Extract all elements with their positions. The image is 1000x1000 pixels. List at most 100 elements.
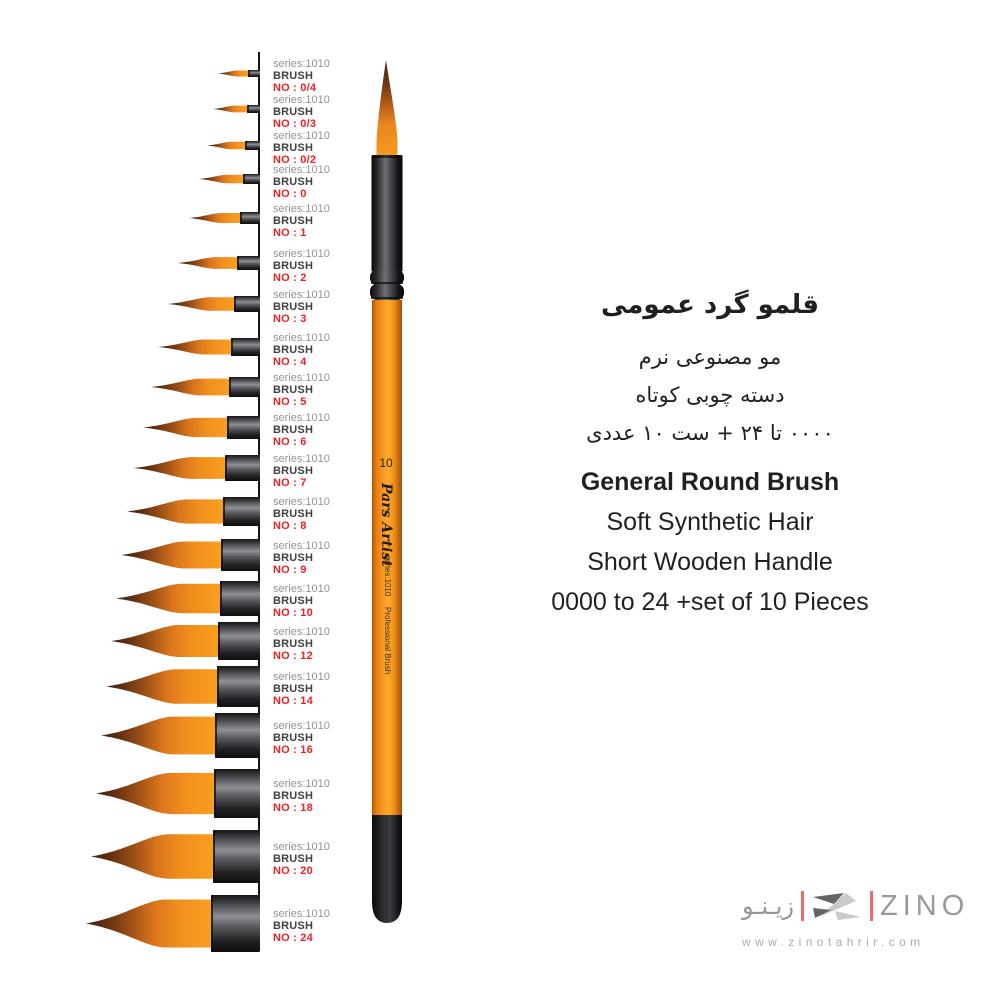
brush-label: series:1010 BRUSH NO : 9 bbox=[273, 540, 330, 576]
brush-photo bbox=[101, 712, 260, 758]
product-info: قلمو گرد عمومی مو مصنوعی نرم دسته چوبی ک… bbox=[520, 288, 900, 622]
brush-label: series:1010 BRUSH NO : 16 bbox=[273, 720, 330, 756]
brush-series-label: series:1010 bbox=[273, 332, 330, 344]
brush-list-item: series:1010 BRUSH NO : 5 bbox=[0, 372, 420, 410]
brush-list-item: series:1010 BRUSH NO : 6 bbox=[0, 412, 420, 450]
brush-label: series:1010 BRUSH NO : 12 bbox=[273, 626, 330, 662]
brush-number-label: NO : 8 bbox=[273, 520, 307, 532]
brush-label: series:1010 BRUSH NO : 7 bbox=[273, 453, 330, 489]
brush-type-label: BRUSH bbox=[273, 260, 314, 272]
product-title-fa: قلمو گرد عمومی bbox=[600, 290, 819, 320]
brush-type-label: BRUSH bbox=[273, 106, 314, 118]
brand-logo-row: زیـنـو ZINO bbox=[742, 884, 982, 928]
brush-label: series:1010 BRUSH NO : 10 bbox=[273, 583, 330, 619]
featured-brush-photo: 10 Pars Artist series:1010 Professional … bbox=[370, 60, 404, 923]
brush-series-label: series:1010 bbox=[273, 583, 330, 595]
brush-photo bbox=[121, 539, 260, 571]
brush-label: series:1010 BRUSH NO : 0 bbox=[273, 164, 330, 200]
brush-type-label: BRUSH bbox=[273, 215, 314, 227]
brush-list-item: series:1010 BRUSH NO : 20 bbox=[0, 829, 420, 883]
brand-name-fa: زیـنـو bbox=[742, 892, 794, 920]
brush-series-label: series:1010 bbox=[273, 289, 330, 301]
brush-series-label: series:1010 bbox=[273, 841, 330, 853]
brush-series-label: series:1010 bbox=[273, 412, 330, 424]
brush-type-label: BRUSH bbox=[273, 176, 314, 188]
brush-number-label: NO : 18 bbox=[273, 802, 313, 814]
brush-type-label: BRUSH bbox=[273, 384, 314, 396]
product-handle-en: Short Wooden Handle bbox=[587, 548, 833, 576]
brush-photo bbox=[218, 69, 260, 77]
brush-label: series:1010 BRUSH NO : 5 bbox=[273, 372, 330, 408]
brush-list-item: series:1010 BRUSH NO : 9 bbox=[0, 539, 420, 578]
product-hair-fa: مو مصنوعی نرم bbox=[638, 345, 782, 369]
brush-type-label: BRUSH bbox=[273, 301, 314, 313]
brush-type-label: BRUSH bbox=[273, 424, 314, 436]
website-url: www.zinotahrir.com bbox=[742, 935, 925, 949]
ferrule-crimp-ring bbox=[370, 270, 404, 285]
brush-series-label: series:1010 bbox=[273, 671, 330, 683]
brush-number-label: NO : 3 bbox=[273, 313, 307, 325]
brush-list-item: series:1010 BRUSH NO : 18 bbox=[0, 768, 420, 818]
brush-list-item: series:1010 BRUSH NO : 3 bbox=[0, 289, 420, 327]
brush-list-item: series:1010 BRUSH NO : 0/2 bbox=[0, 130, 420, 168]
brush-list-item: series:1010 BRUSH NO : 16 bbox=[0, 712, 420, 758]
brush-type-label: BRUSH bbox=[273, 552, 314, 564]
product-hair-en: Soft Synthetic Hair bbox=[606, 508, 814, 536]
brush-type-label: BRUSH bbox=[273, 70, 314, 82]
brush-type-label: BRUSH bbox=[273, 465, 314, 477]
brush-type-label: BRUSH bbox=[273, 344, 314, 356]
brush-number-label: NO : 7 bbox=[273, 477, 307, 489]
product-handle-fa: دسته چوبی کوتاه bbox=[635, 383, 785, 407]
brush-list-item: series:1010 BRUSH NO : 12 bbox=[0, 622, 420, 664]
brush-label: series:1010 BRUSH NO : 1 bbox=[273, 203, 330, 239]
brush-series-label: series:1010 bbox=[273, 720, 330, 732]
product-title-en: General Round Brush bbox=[580, 468, 840, 496]
brush-list-item: series:1010 BRUSH NO : 8 bbox=[0, 496, 420, 534]
brush-number-label: NO : 0/2 bbox=[273, 154, 317, 166]
brush-series-label: series:1010 bbox=[273, 130, 330, 142]
brush-photo bbox=[199, 174, 260, 184]
brush-label: series:1010 BRUSH NO : 0/4 bbox=[273, 58, 330, 94]
brush-label: series:1010 BRUSH NO : 24 bbox=[273, 908, 330, 944]
brush-list-item: series:1010 BRUSH NO : 24 bbox=[0, 894, 420, 952]
brush-number-label: NO : 9 bbox=[273, 564, 307, 576]
brush-photo bbox=[151, 377, 260, 397]
brush-photo bbox=[106, 665, 260, 707]
brush-series-label: series:1010 bbox=[273, 164, 330, 176]
brush-list-item: series:1010 BRUSH NO : 1 bbox=[0, 203, 420, 241]
handle-series-text: series:1010 bbox=[383, 555, 392, 597]
brush-series-label: series:1010 bbox=[273, 540, 330, 552]
brush-number-label: NO : 12 bbox=[273, 650, 313, 662]
brush-type-label: BRUSH bbox=[273, 683, 314, 695]
brush-number-label: NO : 2 bbox=[273, 272, 307, 284]
brush-series-label: series:1010 bbox=[273, 248, 330, 260]
brush-number-label: NO : 6 bbox=[273, 436, 307, 448]
brush-bristles bbox=[376, 60, 398, 158]
brush-series-label: series:1010 bbox=[273, 453, 330, 465]
brush-label: series:1010 BRUSH NO : 0/2 bbox=[273, 130, 330, 166]
brush-handle-black-tip bbox=[372, 815, 402, 923]
brush-type-label: BRUSH bbox=[273, 142, 314, 154]
brush-series-label: series:1010 bbox=[273, 94, 330, 106]
brush-list-item: series:1010 BRUSH NO : 2 bbox=[0, 248, 420, 286]
divider-bar-icon bbox=[869, 891, 873, 921]
brush-ferrule bbox=[371, 155, 403, 272]
brush-photo bbox=[127, 496, 260, 526]
brand-footer: زیـنـو ZINO www.zinotahrir.com bbox=[742, 884, 982, 949]
brush-list-item: series:1010 BRUSH NO : 14 bbox=[0, 665, 420, 709]
brush-series-label: series:1010 bbox=[273, 496, 330, 508]
brush-photo bbox=[168, 296, 260, 312]
zino-z-logo-icon bbox=[812, 893, 861, 920]
brush-label: series:1010 BRUSH NO : 0/3 bbox=[273, 94, 330, 130]
brush-series-label: series:1010 bbox=[273, 778, 330, 790]
brush-number-label: NO : 16 bbox=[273, 744, 313, 756]
brush-type-label: BRUSH bbox=[273, 732, 314, 744]
brush-list-item: series:1010 BRUSH NO : 10 bbox=[0, 580, 420, 621]
brush-label: series:1010 BRUSH NO : 8 bbox=[273, 496, 330, 532]
brush-label: series:1010 BRUSH NO : 2 bbox=[273, 248, 330, 284]
brush-photo bbox=[213, 105, 260, 113]
brush-type-label: BRUSH bbox=[273, 790, 314, 802]
ferrule-crimp-ring bbox=[370, 284, 404, 300]
brush-photo bbox=[111, 622, 260, 660]
